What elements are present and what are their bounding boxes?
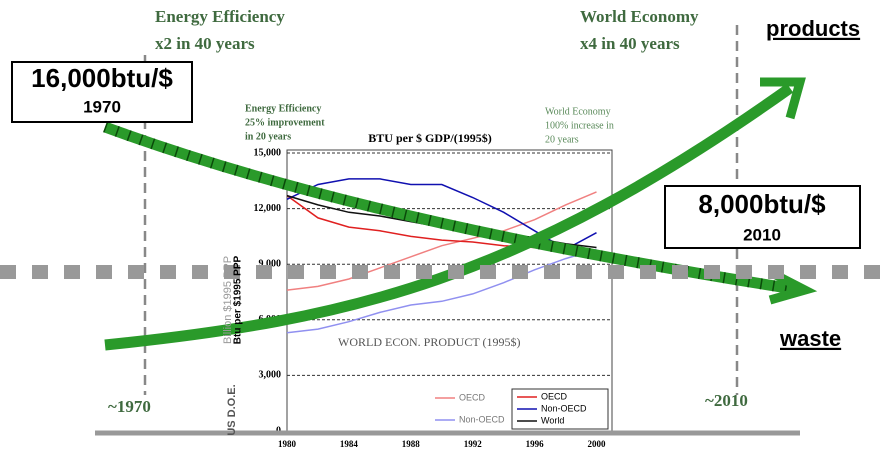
tick-annotation: ~2010	[705, 391, 748, 410]
y-tick-label: 3,000	[259, 370, 282, 381]
waste-label: waste	[779, 326, 841, 351]
annotation: WORLD ECON. PRODUCT (1995$)	[338, 335, 520, 349]
products-label: products	[766, 16, 860, 41]
x-tick-label: 1984	[340, 439, 359, 449]
y-axis-label: Billion $1995 PPP	[222, 256, 234, 344]
overlay-text: x2 in 40 years	[155, 34, 255, 53]
callout-year: 1970	[83, 97, 121, 116]
y-axis-label: Btu per $1995 PPP	[233, 255, 244, 344]
annotation: 100% increase in	[545, 120, 614, 131]
callout-year: 2010	[743, 225, 781, 244]
y-tick-label: 9,000	[259, 258, 282, 269]
x-tick-label: 1988	[402, 439, 421, 449]
tick-annotation: ~1970	[108, 397, 151, 416]
callout-box	[664, 185, 861, 249]
overlay-text: World Economy	[580, 7, 699, 26]
annotation: 25% improvement	[245, 117, 325, 128]
efficiency-curve	[103, 121, 801, 296]
y-tick-label: 15,000	[254, 147, 282, 158]
arrow-head	[760, 77, 806, 120]
legend-label: Non-OECD	[459, 414, 505, 424]
x-tick-label: 1980	[278, 439, 297, 449]
legend-label: OECD	[541, 391, 568, 401]
x-tick-label: 2000	[588, 439, 607, 449]
callout-value: 8,000btu/$	[698, 189, 826, 219]
legend-box	[511, 388, 609, 430]
overlay-text: Energy Efficiency	[155, 7, 285, 26]
legend-label: OECD	[459, 392, 486, 402]
economy-curve	[104, 83, 794, 351]
annotation: Energy Efficiency	[245, 103, 321, 114]
chart-title: BTU per $ GDP/(1995$)	[368, 131, 491, 145]
y-tick-label: 12,000	[254, 203, 282, 214]
callout-value: 16,000btu/$	[31, 63, 173, 93]
legend-label: World	[541, 415, 564, 425]
annotation: 20 years	[545, 134, 579, 145]
overlay-text: x4 in 40 years	[580, 34, 680, 53]
annotation: World Economy	[545, 106, 611, 117]
source: US D.O.E.	[226, 384, 238, 435]
annotation: in 20 years	[245, 131, 291, 142]
series-line	[286, 191, 597, 291]
callout-box	[11, 61, 193, 123]
legend-label: Non-OECD	[541, 403, 587, 413]
x-tick-label: 1996	[526, 439, 545, 449]
x-tick-label: 1992	[464, 439, 483, 449]
